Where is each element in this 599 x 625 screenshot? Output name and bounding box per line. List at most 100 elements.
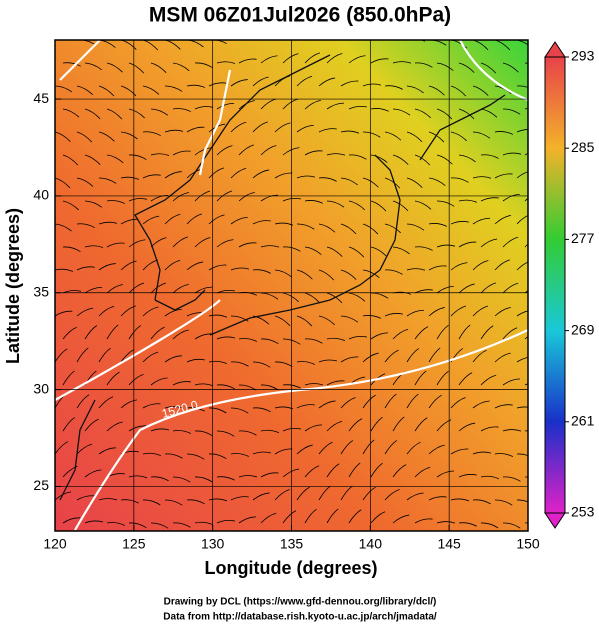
streamline	[384, 177, 401, 189]
streamline	[340, 223, 357, 235]
streamline	[472, 349, 487, 363]
streamline	[275, 40, 276, 41]
streamline	[120, 176, 140, 180]
streamline	[458, 372, 473, 386]
streamline	[172, 476, 191, 483]
streamline	[274, 315, 291, 327]
streamline	[502, 62, 519, 73]
streamline	[194, 147, 212, 156]
colorbar: 253 261 269 277 285 293	[544, 41, 595, 529]
streamline	[362, 131, 381, 138]
streamline	[296, 75, 313, 87]
streamline	[216, 102, 235, 110]
streamline	[172, 108, 191, 112]
streamline	[326, 508, 339, 524]
streamline	[216, 519, 235, 524]
streamline	[392, 61, 412, 64]
streamline	[216, 384, 235, 390]
streamline	[341, 40, 342, 41]
streamline	[106, 421, 123, 432]
streamline	[428, 265, 447, 271]
streamline	[84, 286, 103, 294]
streamline	[340, 80, 359, 87]
x-tick-label: 130	[201, 536, 225, 552]
streamline	[450, 131, 467, 142]
streamline	[208, 407, 227, 414]
streamline	[406, 131, 423, 143]
streamline	[472, 217, 491, 225]
streamline	[436, 419, 452, 432]
x-tick-label: 145	[437, 536, 461, 552]
x-axis-label: Longitude (degrees)	[204, 558, 377, 578]
streamline	[436, 200, 455, 207]
colorbar-tick-label: 293	[571, 48, 595, 64]
streamline	[304, 200, 324, 204]
streamline	[348, 462, 361, 478]
streamline	[194, 190, 211, 202]
streamline	[348, 292, 366, 302]
colorbar-body	[544, 56, 566, 514]
streamline	[55, 348, 68, 363]
streamline	[252, 407, 271, 413]
streamline	[384, 223, 401, 234]
streamline	[428, 223, 448, 227]
streamline	[172, 62, 190, 72]
streamline	[164, 308, 182, 317]
streamline	[274, 172, 293, 179]
streamline	[362, 315, 382, 319]
streamline	[340, 356, 359, 363]
streamline	[76, 131, 93, 143]
streamline	[230, 407, 249, 414]
streamline	[392, 464, 407, 478]
streamline	[428, 177, 446, 186]
streamline	[98, 85, 115, 97]
streamline	[494, 307, 511, 317]
streamline	[106, 242, 125, 248]
streamline	[282, 53, 299, 64]
y-tick-label: 35	[33, 283, 49, 299]
streamline	[480, 374, 497, 386]
streamline	[142, 499, 161, 506]
streamline	[194, 476, 213, 483]
streamline	[472, 85, 489, 96]
streamline	[62, 417, 76, 432]
streamline	[186, 126, 205, 133]
streamline	[252, 315, 270, 325]
streamline	[458, 522, 477, 527]
streamline	[142, 131, 161, 136]
streamline	[480, 282, 496, 294]
streamline	[194, 106, 214, 110]
y-axis-label: Latitude (degrees)	[3, 208, 23, 364]
streamline	[304, 424, 322, 432]
streamline	[208, 314, 228, 318]
streamline	[516, 261, 528, 271]
streamline	[55, 268, 74, 272]
streamline	[516, 310, 528, 317]
y-tick-label: 45	[33, 90, 49, 106]
streamline	[384, 85, 403, 90]
streamline	[516, 129, 528, 133]
streamline	[84, 154, 101, 165]
streamline	[98, 131, 115, 142]
streamline	[318, 441, 333, 455]
streamline	[98, 347, 111, 363]
streamline	[230, 167, 247, 179]
streamline	[436, 370, 449, 386]
streamline	[458, 324, 471, 340]
streamline	[362, 439, 375, 455]
streamline	[55, 223, 72, 232]
streamline	[450, 221, 469, 225]
streamline	[362, 394, 376, 409]
streamline	[164, 85, 183, 92]
streamline	[216, 190, 233, 202]
colorbar-tick-label: 269	[571, 321, 595, 337]
streamline	[502, 429, 522, 432]
streamline	[150, 194, 169, 202]
streamline	[84, 418, 99, 432]
streamline	[274, 489, 290, 501]
streamline	[128, 475, 148, 479]
axes: 120 125 130 135 140 145 150 25 30 35 40 45	[33, 90, 539, 552]
streamline	[326, 420, 343, 432]
streamline	[502, 108, 521, 115]
streamline	[260, 245, 280, 248]
